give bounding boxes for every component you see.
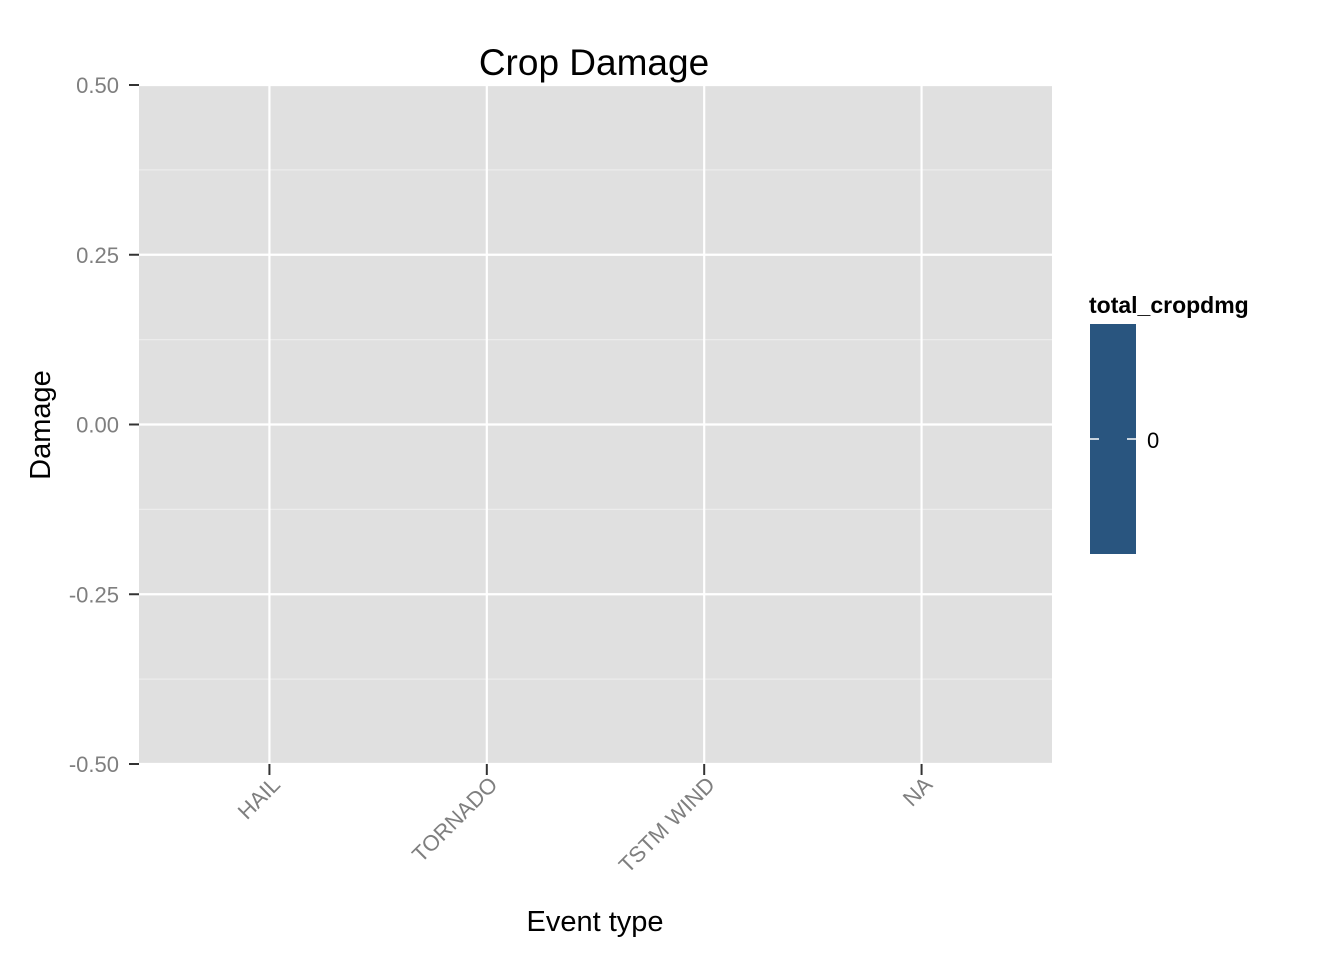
minor-gridlines <box>139 169 1052 680</box>
y-tick-label: 0.00 <box>76 413 119 438</box>
y-axis-title: Damage <box>25 370 57 480</box>
y-tick-label: 0.50 <box>76 73 119 98</box>
y-tick-label: 0.25 <box>76 243 119 268</box>
legend: total_cropdmg 0 <box>1089 292 1249 554</box>
x-axis: HAIL TORNADO TSTM WIND NA <box>233 764 938 878</box>
y-axis: -0.50 -0.25 0.00 0.25 0.50 <box>69 73 139 777</box>
legend-label: 0 <box>1147 428 1159 453</box>
y-tick-label: -0.50 <box>69 752 119 777</box>
x-tick-label: HAIL <box>233 772 285 824</box>
x-tick-label: TSTM WIND <box>614 772 720 878</box>
major-gridlines <box>139 83 1052 766</box>
x-tick-label: TORNADO <box>407 772 502 867</box>
y-tick-label: -0.25 <box>69 582 119 607</box>
x-axis-title: Event type <box>526 906 663 938</box>
legend-title: total_cropdmg <box>1089 292 1249 318</box>
x-tick-label: NA <box>898 772 938 812</box>
chart-title: Crop Damage <box>479 42 709 83</box>
